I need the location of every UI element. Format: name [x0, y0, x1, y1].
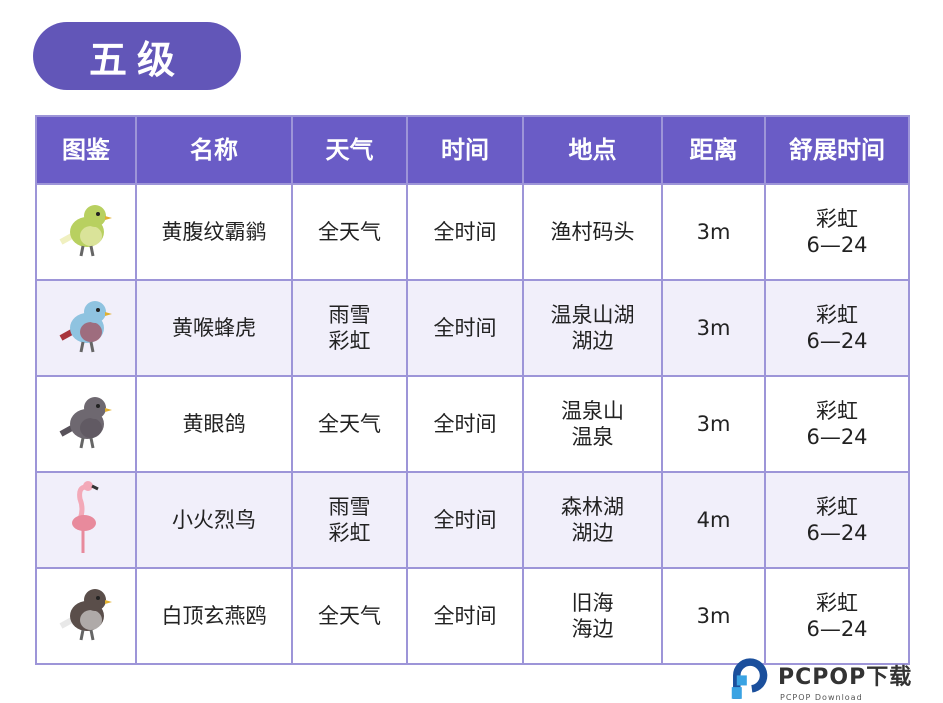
bird-image-cell [35, 471, 137, 569]
column-header: 名称 [135, 115, 293, 185]
cell-line: 6—24 [806, 617, 868, 641]
table-row: 白顶玄燕鸥 全天气 全时间 旧海 海边 3m 彩虹 6—24 [35, 567, 910, 665]
distance-cell: 4m [661, 471, 766, 569]
weather-cell: 全天气 [291, 183, 408, 281]
table-row: 小火烈鸟 雨雪 彩虹 全时间 森林湖 湖边 4m 彩虹 6—24 [35, 471, 910, 569]
distance-cell: 3m [661, 183, 766, 281]
flamingo-bird-icon [56, 481, 116, 562]
time-cell: 全时间 [406, 183, 524, 281]
cell-line: 雨雪 [328, 495, 371, 519]
table-row: 黄腹纹霸鹟 全天气 全时间 渔村码头 3m 彩虹 6—24 [35, 183, 910, 281]
distance-cell: 3m [661, 279, 766, 377]
cell-line: 温泉 [571, 425, 614, 449]
cell-line: 全天气 [318, 412, 381, 436]
weather-cell: 全天气 [291, 375, 408, 473]
cell-line: 湖边 [571, 329, 614, 353]
location-cell: 温泉山湖 湖边 [522, 279, 663, 377]
time-cell: 全时间 [406, 567, 524, 665]
cell-line: 全天气 [318, 220, 381, 244]
cell-line: 旧海 [571, 591, 614, 615]
cell-line: 彩虹 [328, 329, 371, 353]
pigeon-bird-icon [51, 397, 121, 461]
cell-line: 海边 [571, 617, 614, 641]
time-cell: 全时间 [406, 471, 524, 569]
column-header: 时间 [406, 115, 524, 185]
time-cell: 全时间 [406, 375, 524, 473]
cell-line: 6—24 [806, 329, 868, 353]
cell-line: 彩虹 [816, 303, 858, 327]
watermark-subtext: PCPOP Download [780, 693, 863, 702]
distance-cell: 3m [661, 375, 766, 473]
bird-name-cell: 黄喉蜂虎 [135, 279, 293, 377]
noddy-bird-icon [51, 589, 121, 653]
stretch-time-cell: 彩虹 6—24 [764, 375, 910, 473]
watermark-logo: PCPOP下载 PCPOP Download [728, 658, 943, 703]
header-row: 图鉴 名称 天气 时间 地点 距离 舒展时间 [35, 115, 910, 185]
cell-line: 彩虹 [328, 521, 371, 545]
cell-line: 6—24 [806, 233, 868, 257]
stretch-time-cell: 彩虹 6—24 [764, 471, 910, 569]
column-header: 图鉴 [35, 115, 137, 185]
stretch-time-cell: 彩虹 6—24 [764, 183, 910, 281]
table-row: 黄眼鸽 全天气 全时间 温泉山 温泉 3m 彩虹 6—24 [35, 375, 910, 473]
cell-line: 森林湖 [561, 495, 624, 519]
bird-name-cell: 白顶玄燕鸥 [135, 567, 293, 665]
location-cell: 温泉山 温泉 [522, 375, 663, 473]
bird-name-cell: 黄眼鸽 [135, 375, 293, 473]
location-cell: 渔村码头 [522, 183, 663, 281]
cell-line: 彩虹 [816, 591, 858, 615]
bird-image-cell [35, 183, 137, 281]
stretch-time-cell: 彩虹 6—24 [764, 279, 910, 377]
cell-line: 温泉山湖 [550, 303, 635, 327]
weather-cell: 全天气 [291, 567, 408, 665]
bird-table: 图鉴 名称 天气 时间 地点 距离 舒展时间 黄腹纹霸鹟 全天气 全时间 渔村码头 3m 彩虹 6—24… [35, 115, 910, 665]
column-header: 舒展时间 [764, 115, 910, 185]
bird-name-cell: 黄腹纹霸鹟 [135, 183, 293, 281]
column-header: 地点 [522, 115, 663, 185]
cell-line: 湖边 [571, 521, 614, 545]
bird-image-cell [35, 567, 137, 665]
cell-line: 6—24 [806, 425, 868, 449]
cell-line: 彩虹 [816, 399, 858, 423]
table-row: 黄喉蜂虎 雨雪 彩虹 全时间 温泉山湖 湖边 3m 彩虹 6—24 [35, 279, 910, 377]
cell-line: 全天气 [318, 604, 381, 628]
bird-image-cell [35, 279, 137, 377]
stretch-time-cell: 彩虹 6—24 [764, 567, 910, 665]
column-header: 天气 [291, 115, 408, 185]
column-header: 距离 [661, 115, 766, 185]
cell-line: 渔村码头 [550, 220, 635, 244]
yellow-green-bird-icon [51, 205, 121, 269]
cell-line: 雨雪 [328, 303, 371, 327]
location-cell: 森林湖 湖边 [522, 471, 663, 569]
cell-line: 6—24 [806, 521, 868, 545]
time-cell: 全时间 [406, 279, 524, 377]
bird-name-cell: 小火烈鸟 [135, 471, 293, 569]
distance-cell: 3m [661, 567, 766, 665]
cell-line: 温泉山 [561, 399, 624, 423]
watermark-text: PCPOP下载 [778, 665, 913, 690]
level-title: 五级 [33, 22, 241, 90]
cell-line: 彩虹 [816, 207, 858, 231]
pcpop-logo-icon [731, 658, 768, 699]
weather-cell: 雨雪 彩虹 [291, 471, 408, 569]
weather-cell: 雨雪 彩虹 [291, 279, 408, 377]
bird-image-cell [35, 375, 137, 473]
location-cell: 旧海 海边 [522, 567, 663, 665]
cell-line: 彩虹 [816, 495, 858, 519]
bee-eater-bird-icon [51, 301, 121, 365]
